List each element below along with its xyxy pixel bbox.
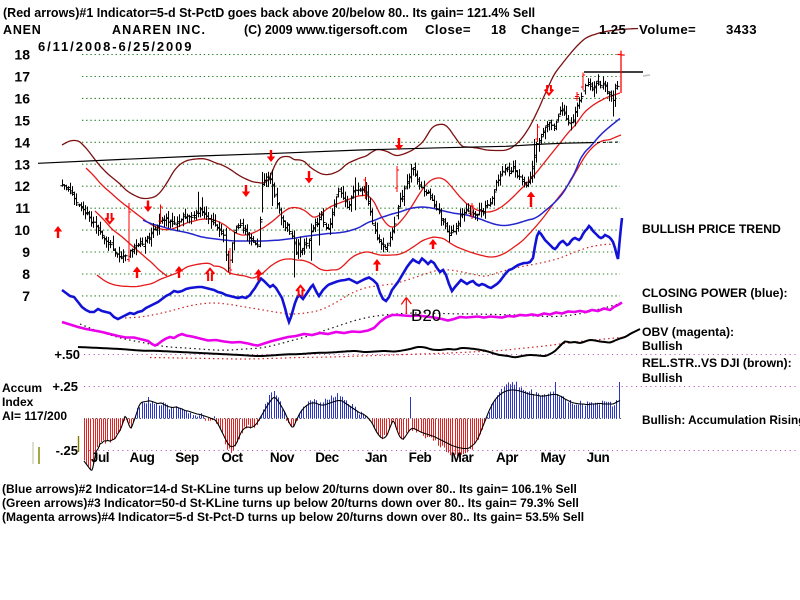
svg-text:Bullish: Accumulation Rising: Bullish: Accumulation Rising xyxy=(642,413,800,427)
svg-text:(Red arrows)#1 Indicator=5-d S: (Red arrows)#1 Indicator=5-d St-PctD goe… xyxy=(3,6,535,20)
svg-text:Aug: Aug xyxy=(129,450,154,465)
svg-text:12: 12 xyxy=(14,178,30,194)
svg-text:18: 18 xyxy=(491,22,506,37)
svg-text:Mar: Mar xyxy=(451,450,475,465)
svg-text:3433: 3433 xyxy=(726,22,757,37)
svg-text:OBV (magenta):: OBV (magenta): xyxy=(642,325,734,339)
svg-text:Sep: Sep xyxy=(175,450,199,465)
svg-text:CLOSING POWER (blue):: CLOSING POWER (blue): xyxy=(642,286,788,300)
svg-text:16: 16 xyxy=(14,90,30,106)
svg-text:May: May xyxy=(540,450,566,465)
svg-text:B20: B20 xyxy=(411,306,441,325)
svg-text:14: 14 xyxy=(14,134,30,150)
svg-text:6/11/2008-6/25/2009: 6/11/2008-6/25/2009 xyxy=(38,39,193,54)
svg-text:(Green arrows)#3 Indicator=50-: (Green arrows)#3 Indicator=50-d St-KLine… xyxy=(2,496,579,510)
svg-text:Close=: Close= xyxy=(425,22,471,37)
svg-text:Volume=: Volume= xyxy=(639,22,696,37)
svg-text:10: 10 xyxy=(14,222,30,238)
svg-text:Dec: Dec xyxy=(315,450,339,465)
svg-text:REL.STR..VS DJI (brown):: REL.STR..VS DJI (brown): xyxy=(642,356,792,370)
svg-text:Jul: Jul xyxy=(91,450,109,465)
svg-text:+.50: +.50 xyxy=(54,347,80,362)
svg-text:7: 7 xyxy=(22,288,30,304)
svg-text:18: 18 xyxy=(14,47,30,63)
svg-text:Apr: Apr xyxy=(496,450,519,465)
svg-text:(Magenta arrows)#4 Indicator=5: (Magenta arrows)#4 Indicator=5-d St-Pct-… xyxy=(2,510,584,524)
svg-text:(C) 2009 www.tigersoft.com: (C) 2009 www.tigersoft.com xyxy=(244,23,407,37)
svg-text:ANAREN INC.: ANAREN INC. xyxy=(112,23,206,37)
svg-text:Oct: Oct xyxy=(221,450,243,465)
svg-text:+.25: +.25 xyxy=(52,379,78,394)
svg-text:ANEN: ANEN xyxy=(3,23,42,37)
svg-text:Bullish: Bullish xyxy=(642,302,683,316)
svg-text:AI= 117/200: AI= 117/200 xyxy=(2,409,67,423)
svg-text:Accum: Accum xyxy=(2,381,42,395)
svg-text:Jun: Jun xyxy=(587,450,610,465)
svg-text:Index: Index xyxy=(2,395,34,409)
svg-text:Jan: Jan xyxy=(365,450,387,465)
svg-text:Nov: Nov xyxy=(270,450,295,465)
svg-text:Change=: Change= xyxy=(521,22,580,37)
svg-text:Feb: Feb xyxy=(409,450,432,465)
svg-text:1.25: 1.25 xyxy=(599,22,626,37)
svg-text:Bullish: Bullish xyxy=(642,339,683,353)
svg-text:BULLISH PRICE TREND: BULLISH PRICE TREND xyxy=(642,222,781,236)
svg-text:15: 15 xyxy=(14,112,30,128)
svg-text:9: 9 xyxy=(22,244,30,260)
svg-text:-.25: -.25 xyxy=(56,443,78,458)
svg-text:Bullish: Bullish xyxy=(642,371,683,385)
svg-text:13: 13 xyxy=(14,156,30,172)
svg-text:8: 8 xyxy=(22,266,30,282)
svg-text:11: 11 xyxy=(15,200,30,216)
svg-text:17: 17 xyxy=(14,68,30,84)
svg-text:(Blue arrows)#2 Indicator=14-d: (Blue arrows)#2 Indicator=14-d St-KLine … xyxy=(2,482,577,496)
